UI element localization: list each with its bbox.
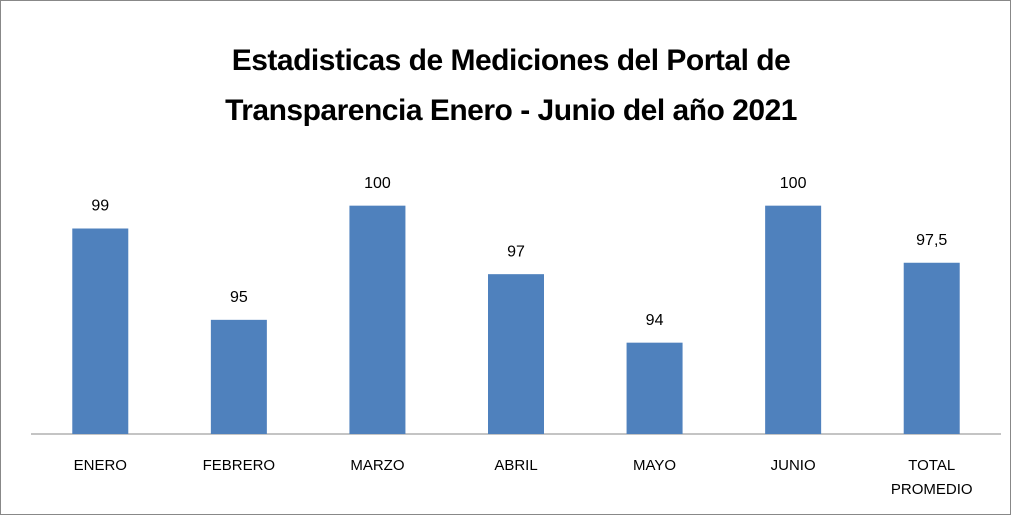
data-label: 95 (230, 289, 248, 306)
bar (765, 205, 822, 434)
x-tick-label-line: PROMEDIO (891, 481, 973, 498)
data-label: 97,5 (916, 232, 947, 249)
data-label: 94 (646, 312, 664, 329)
x-tick-label-line: FEBRERO (203, 457, 276, 474)
data-label: 100 (780, 175, 807, 192)
x-tick-label-line: ABRIL (494, 457, 537, 474)
x-tick-label: JUNIO (771, 457, 816, 474)
bar (488, 274, 544, 434)
data-label: 100 (364, 175, 391, 192)
x-tick-label-line: MAYO (633, 457, 676, 474)
data-label: 99 (91, 198, 109, 215)
x-tick-label: MAYO (633, 457, 676, 474)
x-tick-label-line: TOTAL (908, 457, 955, 474)
bar (210, 319, 267, 434)
bar (626, 342, 683, 434)
data-label: 97 (507, 243, 525, 260)
x-tick-label-line: ENERO (74, 457, 127, 474)
x-tick-label-line: MARZO (350, 457, 404, 474)
chart-title: Transparencia Enero - Junio del año 2021 (225, 94, 797, 127)
x-tick-label: TOTAL PROMEDIO (891, 457, 973, 498)
x-tick-label: MARZO (350, 457, 404, 474)
x-tick-label-line: JUNIO (771, 457, 816, 474)
chart-title: Estadisticas de Mediciones del Portal de (232, 44, 791, 77)
x-tick-label: FEBRERO (203, 457, 276, 474)
bar (72, 228, 129, 434)
x-tick-label: ABRIL (494, 457, 537, 474)
x-tick-label: ENERO (74, 457, 127, 474)
bar (349, 205, 406, 434)
bar (903, 262, 960, 434)
